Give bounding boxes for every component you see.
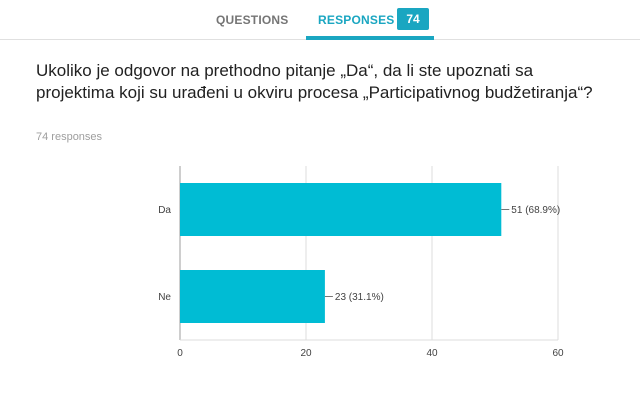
bar	[180, 183, 502, 236]
tab-questions[interactable]: QUESTIONS	[216, 13, 289, 27]
x-tick-label: 0	[177, 348, 183, 359]
category-label: Da	[158, 205, 171, 216]
active-tab-indicator	[306, 36, 434, 40]
response-count: 74 responses	[36, 131, 103, 143]
category-label: Ne	[158, 292, 171, 303]
x-tick-label: 20	[300, 348, 312, 359]
data-label: 51 (68.9%)	[511, 205, 560, 216]
x-tick-label: 40	[426, 348, 438, 359]
response-header: QUESTIONS RESPONSES 74	[0, 0, 640, 40]
tab-responses[interactable]: RESPONSES	[318, 13, 395, 27]
response-count-badge: 74	[397, 8, 429, 30]
data-label: 23 (31.1%)	[335, 292, 384, 303]
x-tick-label: 60	[552, 348, 564, 359]
bar	[180, 270, 325, 323]
question-title: Ukoliko je odgovor na prethodno pitanje …	[36, 61, 593, 102]
